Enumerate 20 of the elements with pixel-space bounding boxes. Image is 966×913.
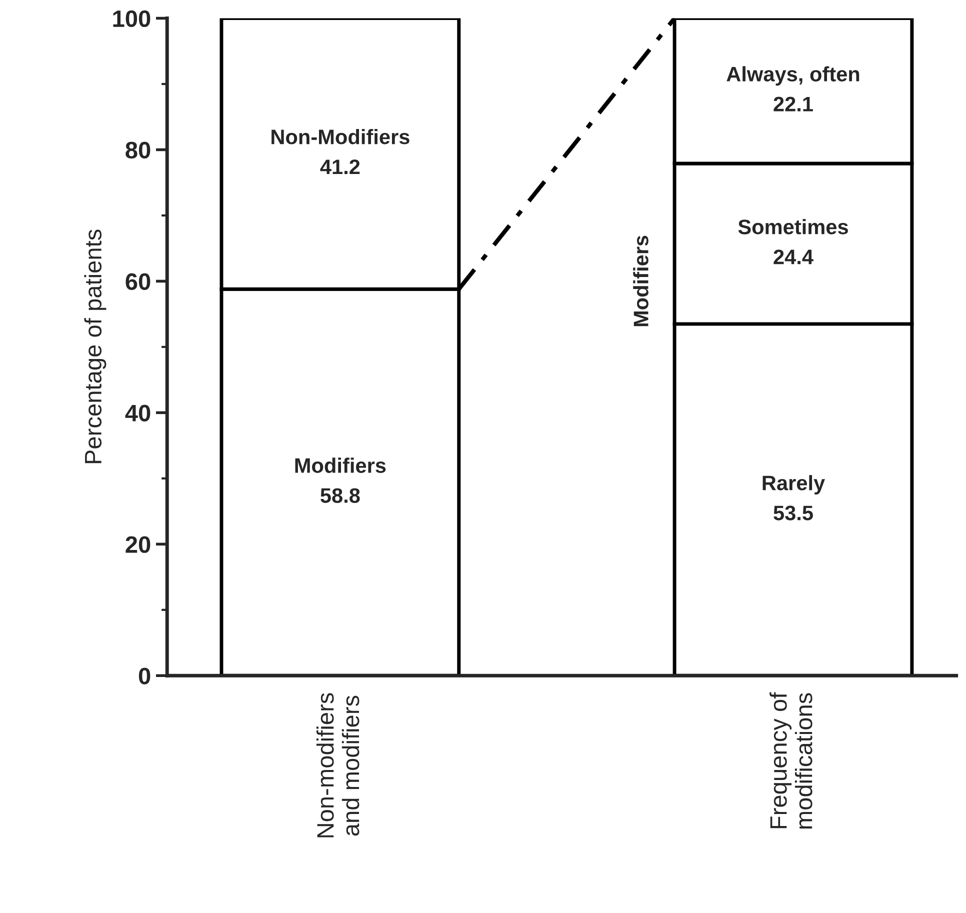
series-label: Rarely — [762, 475, 825, 494]
x-tick-label: Non-modifiers and modifiers — [316, 693, 360, 838]
y-tick-label: 60 — [126, 273, 150, 290]
series-label: Always, often — [726, 66, 860, 86]
series-label: Modifiers — [295, 458, 386, 473]
y-tick-label: 20 — [126, 536, 150, 553]
series-label: Sometimes — [738, 219, 848, 234]
y-tick-label: 80 — [126, 142, 150, 159]
data-label: 53.5 — [774, 506, 813, 520]
data-label: 22.1 — [774, 96, 813, 112]
annotation: Modifiers — [633, 236, 648, 326]
series-label: Non-Modifiers — [272, 128, 410, 144]
data-label: 24.4 — [774, 250, 814, 264]
y-tick-label: 0 — [138, 668, 150, 684]
x-tick-label: Frequency of modifications — [770, 692, 812, 829]
y-tick-label: 100 — [113, 10, 150, 28]
y-tick-label: 40 — [125, 404, 150, 422]
y-axis-title: Percentage of patients — [84, 230, 106, 464]
data-label: 41.2 — [320, 160, 360, 174]
data-label: 58.8 — [320, 488, 360, 503]
